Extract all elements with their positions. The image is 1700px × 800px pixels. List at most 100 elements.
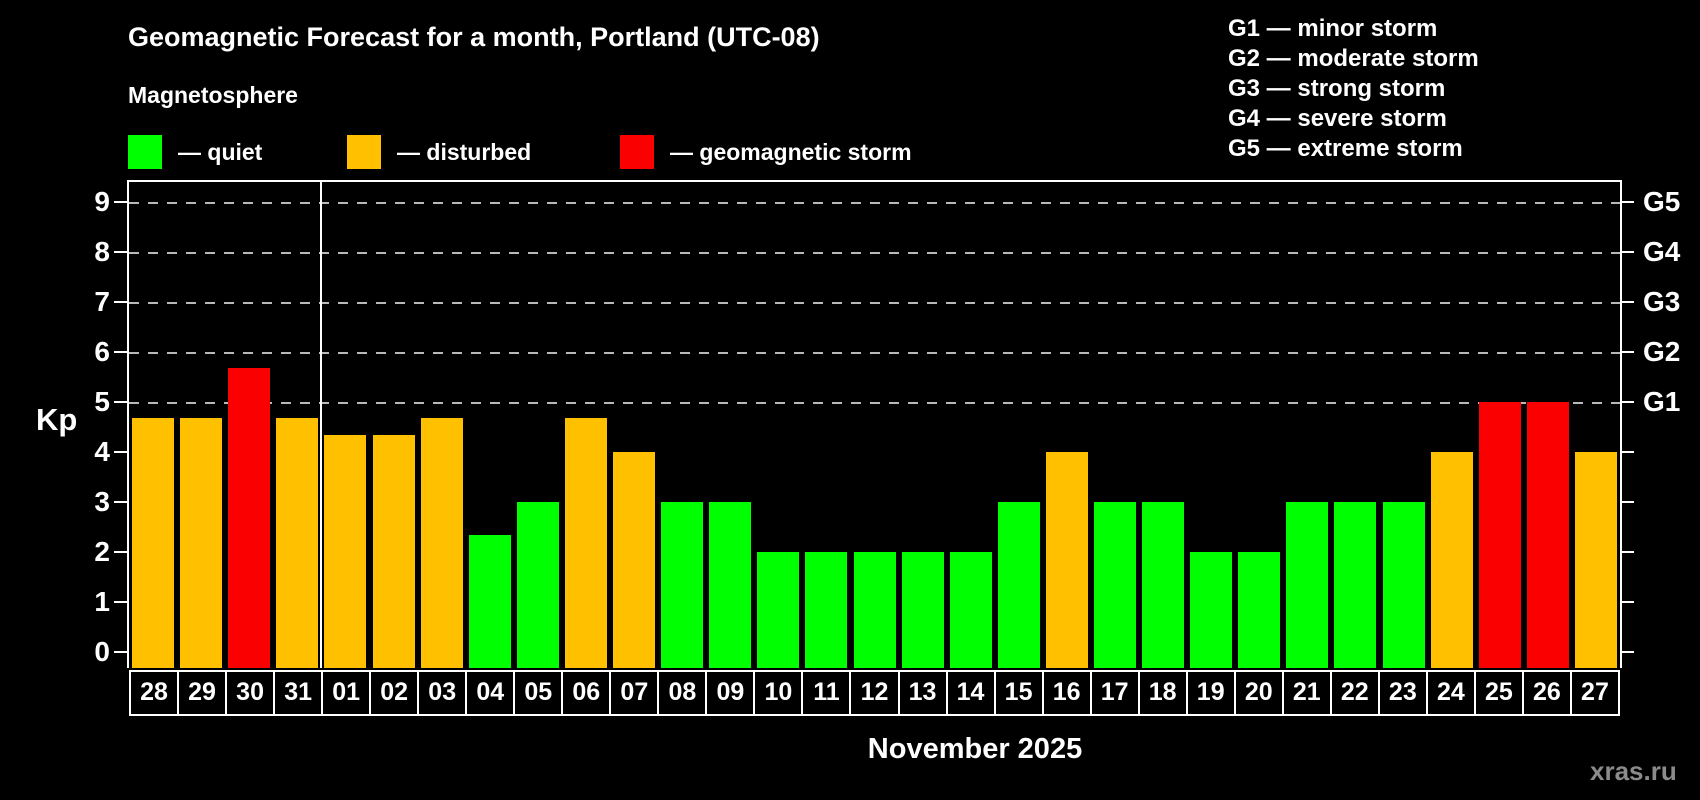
right-axis-tick-5 [1621, 400, 1634, 403]
y-axis-tick-1 [114, 600, 127, 603]
storm-color-swatch [620, 135, 654, 169]
date-cell-01: 01 [321, 670, 372, 716]
bar-day-01 [324, 435, 367, 668]
bar-day-17 [1093, 501, 1136, 668]
right-axis-label-g5: G5 [1643, 185, 1681, 217]
y-axis-tick-label-9: 9 [94, 185, 110, 217]
bar-day-18 [1142, 501, 1185, 668]
right-axis-tick-4 [1621, 450, 1634, 453]
y-axis-tick-label-5: 5 [94, 385, 110, 417]
bar-day-19 [1190, 551, 1233, 668]
date-cell-12: 12 [849, 670, 900, 716]
y-axis-tick-label-4: 4 [94, 435, 110, 467]
bar-day-06 [564, 418, 607, 668]
y-axis-tick-label-0: 0 [94, 635, 110, 667]
bar-day-05 [516, 501, 559, 668]
bar-day-16 [1045, 451, 1088, 668]
bar-day-13 [901, 551, 944, 668]
date-cell-30: 30 [225, 670, 276, 716]
g2-legend-line: G2 — moderate storm [1228, 45, 1479, 72]
x-axis-title: November 2025 [867, 733, 1083, 765]
y-axis-tick-label-2: 2 [94, 535, 110, 567]
date-cell-19: 19 [1185, 670, 1236, 716]
y-axis-tick-label-8: 8 [94, 235, 110, 267]
date-cell-15: 15 [993, 670, 1044, 716]
legend-label: — quiet [178, 138, 263, 165]
gridline-kp9 [129, 201, 1620, 204]
legend-label: — geomagnetic storm [670, 138, 912, 165]
bar-day-31 [276, 418, 319, 668]
date-cell-04: 04 [465, 670, 516, 716]
bar-day-27 [1574, 451, 1617, 668]
chart-title: Geomagnetic Forecast for a month, Portla… [128, 22, 820, 52]
month-separator-line [320, 182, 323, 668]
y-axis-tick-0 [114, 650, 127, 653]
date-cell-22: 22 [1329, 670, 1380, 716]
gridline-kp7 [129, 301, 1620, 304]
legend-item-quiet: — quiet [128, 133, 262, 171]
date-cell-20: 20 [1233, 670, 1284, 716]
bar-day-24 [1430, 451, 1473, 668]
date-cell-21: 21 [1281, 670, 1332, 716]
bar-day-02 [372, 435, 415, 668]
quiet-color-swatch [128, 135, 162, 169]
bar-day-03 [420, 418, 463, 668]
bar-day-11 [805, 551, 848, 668]
bar-day-22 [1334, 501, 1377, 668]
bar-day-29 [180, 418, 223, 668]
date-cell-27: 27 [1569, 670, 1620, 716]
date-cell-25: 25 [1473, 670, 1524, 716]
date-cell-10: 10 [753, 670, 804, 716]
date-cell-28: 28 [129, 670, 180, 716]
date-cell-13: 13 [897, 670, 948, 716]
date-cell-08: 08 [657, 670, 708, 716]
y-axis-tick-7 [114, 300, 127, 303]
bar-day-10 [757, 551, 800, 668]
y-axis-tick-label-6: 6 [94, 335, 110, 367]
watermark: xras.ru [1590, 756, 1677, 786]
date-cell-31: 31 [273, 670, 324, 716]
right-axis-label-g1: G1 [1643, 385, 1681, 417]
g5-legend-line: G5 — extreme storm [1228, 135, 1463, 162]
date-cell-09: 09 [705, 670, 756, 716]
right-axis-tick-8 [1621, 250, 1634, 253]
gridline-kp5 [129, 401, 1620, 404]
bar-day-14 [949, 551, 992, 668]
gridline-kp6 [129, 351, 1620, 354]
bar-day-08 [661, 501, 704, 668]
y-axis-tick-5 [114, 400, 127, 403]
legend-item-storm: — geomagnetic storm [620, 133, 912, 171]
g3-legend-line: G3 — strong storm [1228, 75, 1446, 102]
x-axis-date-row: 28 29 30 31 01 02 03 04 05 06 07 08 09 10 11 12 13 14 15 16… [129, 670, 1620, 716]
bar-day-21 [1286, 501, 1329, 668]
right-axis-label-g2: G2 [1643, 335, 1681, 367]
right-axis-tick-2 [1621, 550, 1634, 553]
bar-day-28 [132, 418, 175, 668]
g-scale-legend: G1 — minor storm G2 — moderate storm G3 … [1228, 14, 1479, 164]
gridline-kp8 [129, 251, 1620, 254]
chart-subtitle: Magnetosphere [128, 82, 298, 108]
y-axis-tick-3 [114, 500, 127, 503]
y-axis-tick-label-1: 1 [94, 585, 110, 617]
bar-day-07 [613, 451, 656, 668]
plot-area [127, 180, 1622, 668]
date-cell-17: 17 [1089, 670, 1140, 716]
bar-day-23 [1382, 501, 1425, 668]
right-axis-tick-6 [1621, 350, 1634, 353]
bar-day-26 [1526, 401, 1569, 668]
g4-legend-line: G4 — severe storm [1228, 105, 1447, 132]
bar-day-30 [228, 368, 271, 668]
right-axis-tick-7 [1621, 300, 1634, 303]
right-axis-tick-0 [1621, 650, 1634, 653]
y-axis-tick-9 [114, 200, 127, 203]
bar-day-15 [997, 501, 1040, 668]
bar-day-04 [468, 535, 511, 668]
y-axis-title: Kp [36, 402, 78, 437]
y-axis-tick-6 [114, 350, 127, 353]
bar-day-09 [709, 501, 752, 668]
y-axis-tick-label-7: 7 [94, 285, 110, 317]
date-cell-02: 02 [369, 670, 420, 716]
date-cell-11: 11 [801, 670, 852, 716]
date-cell-26: 26 [1521, 670, 1572, 716]
